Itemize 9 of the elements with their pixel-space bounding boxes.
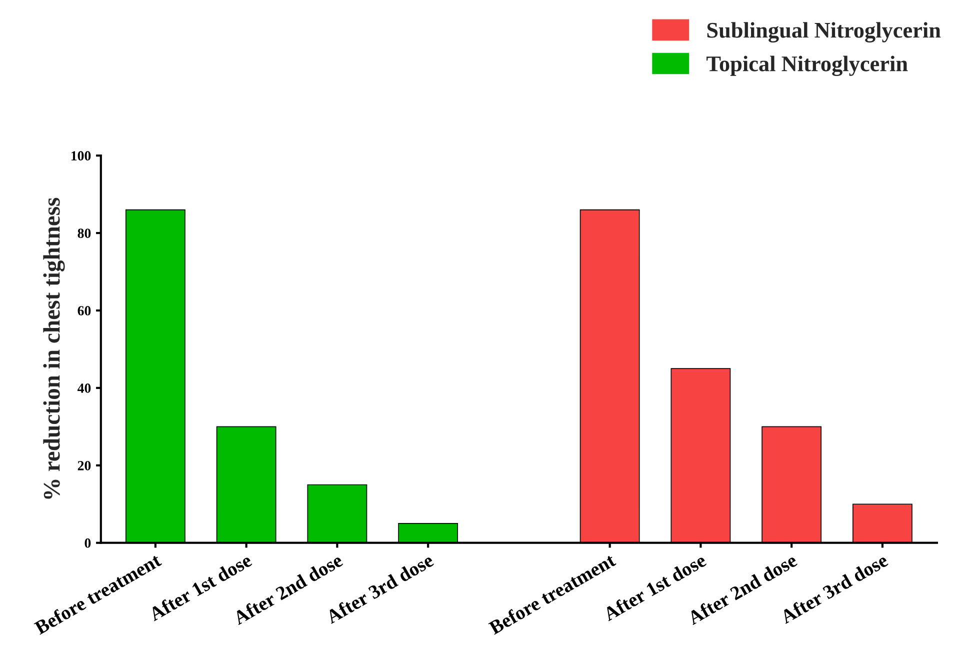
y-tick-label: 40 — [77, 384, 91, 393]
y-tick-label: 0 — [84, 538, 91, 548]
y-axis-title: % reduction in chest tightness — [43, 198, 65, 499]
y-tick-label: 60 — [78, 306, 91, 316]
y-tick-label: 100 — [71, 151, 91, 161]
legend-label: Sublingual Nitroglycerin — [707, 22, 941, 42]
legend-label: Topical Nitroglycerin — [706, 56, 908, 76]
y-tick-label: 20 — [78, 460, 91, 470]
y-tick-label: 80 — [78, 228, 91, 238]
